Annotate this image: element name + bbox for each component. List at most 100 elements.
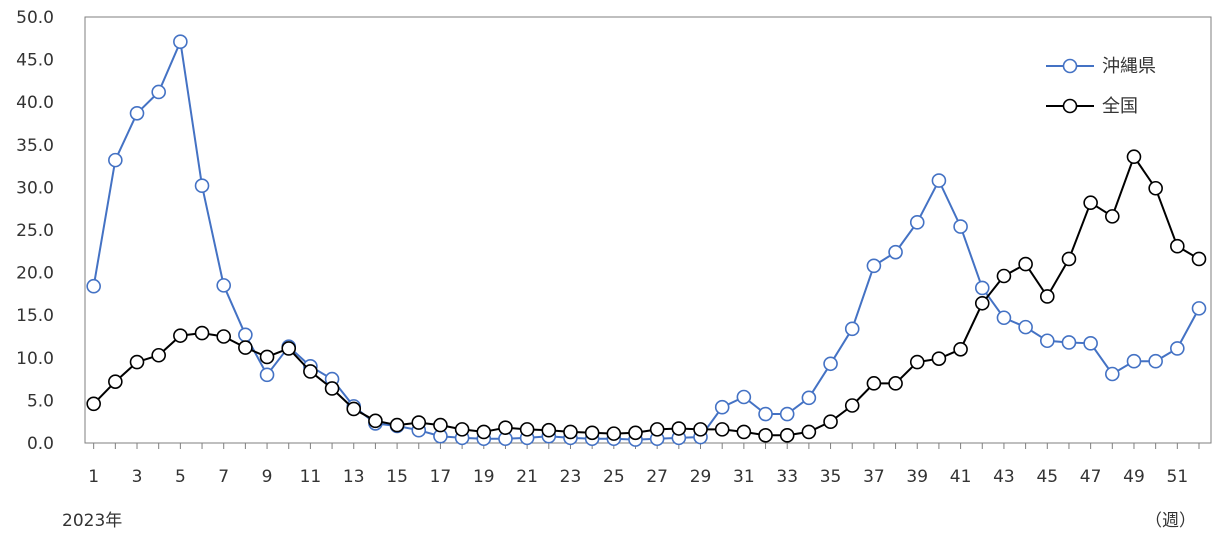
x-tick-label: 51 [1167,467,1189,487]
y-tick-label: 40.0 [16,93,54,113]
data-point [108,152,123,168]
data-point [844,398,860,413]
data-point [736,389,752,405]
legend-label: 沖縄県 [1102,56,1156,77]
data-point [996,268,1012,284]
data-point [86,396,101,412]
series-line [92,38,1200,441]
x-tick-label: 43 [993,467,1015,487]
y-tick-label: 15.0 [16,306,54,326]
x-tick-label: 41 [950,467,972,487]
data-point [758,428,773,443]
data-point [129,354,145,370]
x-tick-label: 13 [343,467,365,487]
x-tick-label: 21 [516,467,538,487]
data-point [1105,209,1120,224]
legend-marker [1062,98,1078,114]
x-tick-label: 15 [386,467,408,487]
data-point [411,415,427,430]
x-tick-label: 31 [733,467,755,487]
x-tick-label: 11 [300,467,322,487]
data-point [108,374,123,389]
data-point [563,424,578,440]
x-tick-label: 25 [603,467,625,487]
data-point [996,310,1012,326]
data-point [498,420,513,435]
x-unit-label: （週） [1145,511,1196,531]
data-point [1191,301,1207,316]
data-point [714,399,730,415]
data-point [736,424,752,440]
data-point [1061,335,1077,350]
x-axis: 1 3 5 7 9 11 13 15 17 19 21 23 25 27 29 31 33 35 37 39 41 43 4… [88,443,1200,487]
data-point [931,351,947,366]
data-point [454,422,470,437]
data-point [541,422,557,438]
data-point [173,34,188,50]
data-point [1083,195,1098,211]
series-2 [86,149,1207,443]
data-point [628,425,643,441]
x-tick-label: 9 [262,467,273,487]
y-tick-label: 30.0 [16,178,54,198]
data-point [151,347,166,363]
data-point [1083,336,1098,351]
data-point [866,376,882,391]
y-tick-label: 45.0 [16,51,54,71]
data-point [1126,353,1142,369]
data-point [823,414,838,430]
x-tick-label: 3 [132,467,143,487]
data-point [801,390,817,406]
data-point [1191,251,1207,267]
legend-label: 全国 [1102,96,1138,117]
x-tick-label: 17 [430,467,452,487]
data-point [931,173,947,188]
data-point [1170,238,1185,254]
data-point [259,367,275,383]
data-point [758,406,773,422]
data-point [909,215,925,230]
data-point [866,258,882,274]
x-tick-label: 5 [175,467,186,487]
data-point [368,413,383,429]
plot-area [84,16,1212,444]
data-point [801,424,817,440]
x-tick-label: 47 [1080,467,1102,487]
data-point [433,417,448,433]
y-tick-label: 5.0 [27,391,54,411]
x-tick-label: 7 [218,467,229,487]
x-tick-label: 27 [646,467,668,487]
y-axis: 0.0 5.0 10.0 15.0 20.0 25.0 30.0 35.0 40.0 45.0 50… [16,8,54,454]
x-tick-label: 29 [690,467,712,487]
plot-border [84,16,1212,444]
data-point [346,401,362,417]
data-point [173,328,188,343]
x-tick-label: 37 [863,467,885,487]
data-point [974,280,990,296]
x-tick-label: 35 [820,467,842,487]
y-tick-label: 25.0 [16,221,54,241]
data-point [714,422,730,437]
data-point [216,278,232,293]
data-point [584,425,600,441]
series-layer [86,34,1207,447]
y-tick-label: 10.0 [16,349,54,369]
data-point [823,356,838,372]
y-tick-label: 35.0 [16,136,54,156]
x-tick-label: 49 [1123,467,1145,487]
data-point [953,219,968,234]
data-point [1061,251,1077,267]
data-point [1018,256,1033,272]
legend-item: 全国 [1046,96,1138,117]
data-point [1018,319,1033,335]
data-point [324,381,340,396]
x-tick-label: 33 [776,467,798,487]
series-line [92,154,1200,437]
data-point [151,84,166,100]
x-tick-label: 19 [473,467,495,487]
data-point [779,406,795,422]
data-point [129,105,145,121]
data-point [1148,353,1163,369]
